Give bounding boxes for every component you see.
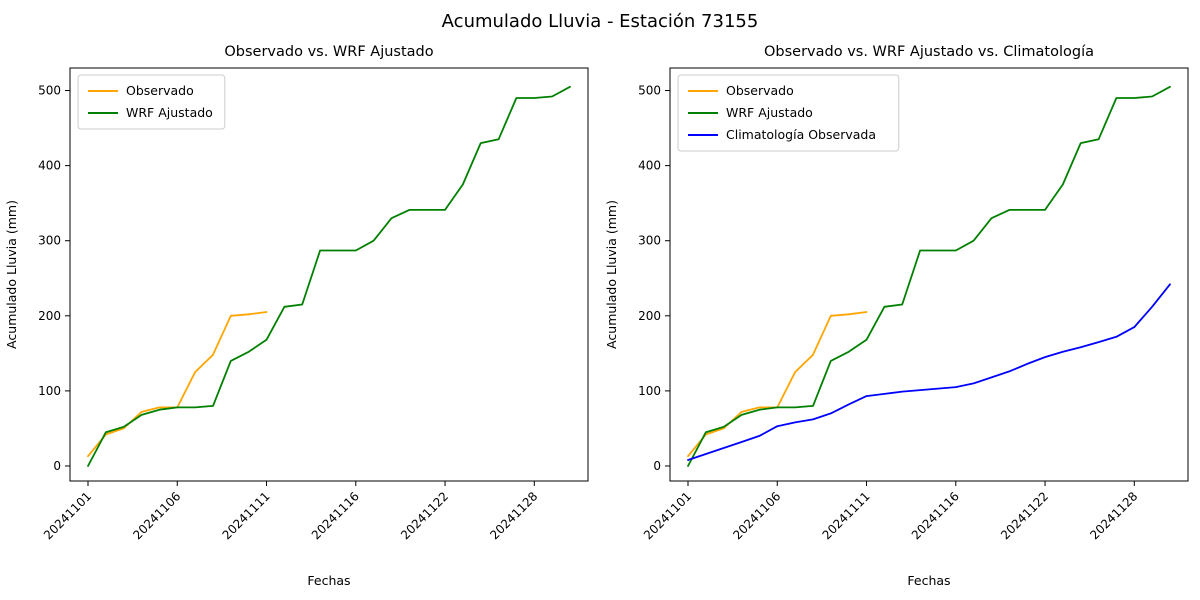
legend-box: [677, 74, 900, 152]
x-tick-label: 20241128: [487, 489, 540, 542]
y-axis: 0 100 200 300 400 500: [638, 84, 670, 473]
y-tick-label: 300: [638, 234, 661, 248]
y-tick-label: 200: [38, 309, 61, 323]
legend-label-wrf-ajustado: WRF Ajustado: [726, 105, 813, 120]
x-axis: 20241101 20241106 20241111 20241116 20241122…: [641, 481, 1140, 542]
y-axis-label: Acumulado Lluvia (mm): [604, 200, 619, 349]
chart-right: Observado vs. WRF Ajustado vs. Climatolo…: [600, 38, 1200, 598]
x-tick-label: 20241106: [130, 489, 183, 542]
y-tick-label: 400: [638, 159, 661, 173]
plot-frame: [69, 67, 589, 482]
y-tick-label: 500: [638, 84, 661, 98]
line-climatolog-a-observada: [687, 283, 1171, 461]
y-tick-label: 500: [38, 84, 61, 98]
legend-label-wrf-ajustado: WRF Ajustado: [126, 105, 213, 120]
subplot-title: Observado vs. WRF Ajustado vs. Climatolo…: [764, 44, 1094, 60]
line-wrf-ajustado: [687, 85, 1171, 467]
chart-left: Observado vs. WRF Ajustado 0 100 200 300 400 5…: [0, 38, 600, 598]
y-tick-label: 0: [653, 459, 661, 473]
chart-left-canvas: Observado vs. WRF Ajustado 0 100 200 300 400 5…: [4, 44, 589, 588]
x-tick-label: 20241101: [641, 489, 694, 542]
figure-title: Acumulado Lluvia - Estación 73155: [441, 11, 759, 32]
chart-right-canvas: Observado vs. WRF Ajustado vs. Climatolo…: [604, 44, 1189, 588]
x-tick-label: 20241101: [41, 489, 94, 542]
x-tick-label: 20241106: [730, 489, 783, 542]
y-tick-label: 200: [638, 309, 661, 323]
y-tick-label: 100: [638, 384, 661, 398]
y-axis-label: Acumulado Lluvia (mm): [4, 200, 19, 349]
x-axis: 20241101 20241106 20241111 20241116 20241122…: [41, 481, 540, 542]
legend-box: [77, 74, 226, 130]
line-observado: [87, 311, 268, 458]
subplot-title: Observado vs. WRF Ajustado: [224, 44, 433, 60]
plot-frame: [669, 67, 1189, 482]
line-observado: [687, 311, 868, 458]
legend-label-climatolog-a-observada: Climatología Observada: [726, 127, 876, 142]
x-tick-label: 20241122: [398, 489, 451, 542]
charts-row: Observado vs. WRF Ajustado 0 100 200 300 400 5…: [0, 38, 1200, 598]
legend-label-observado: Observado: [726, 83, 794, 98]
x-tick-label: 20241116: [309, 489, 362, 542]
x-tick-label: 20241111: [820, 489, 873, 542]
x-tick-label: 20241116: [909, 489, 962, 542]
line-wrf-ajustado: [87, 85, 571, 467]
legend: Observado WRF Ajustado: [77, 74, 226, 130]
y-tick-label: 300: [38, 234, 61, 248]
x-axis-label: Fechas: [907, 573, 950, 588]
x-tick-label: 20241128: [1087, 489, 1140, 542]
y-tick-label: 100: [38, 384, 61, 398]
y-tick-label: 0: [53, 459, 61, 473]
x-tick-label: 20241111: [220, 489, 273, 542]
x-tick-label: 20241122: [998, 489, 1051, 542]
y-tick-label: 400: [38, 159, 61, 173]
legend: Observado WRF Ajustado Climatología Observ…: [677, 74, 900, 152]
y-axis: 0 100 200 300 400 500: [38, 84, 70, 473]
legend-label-observado: Observado: [126, 83, 194, 98]
x-axis-label: Fechas: [307, 573, 350, 588]
